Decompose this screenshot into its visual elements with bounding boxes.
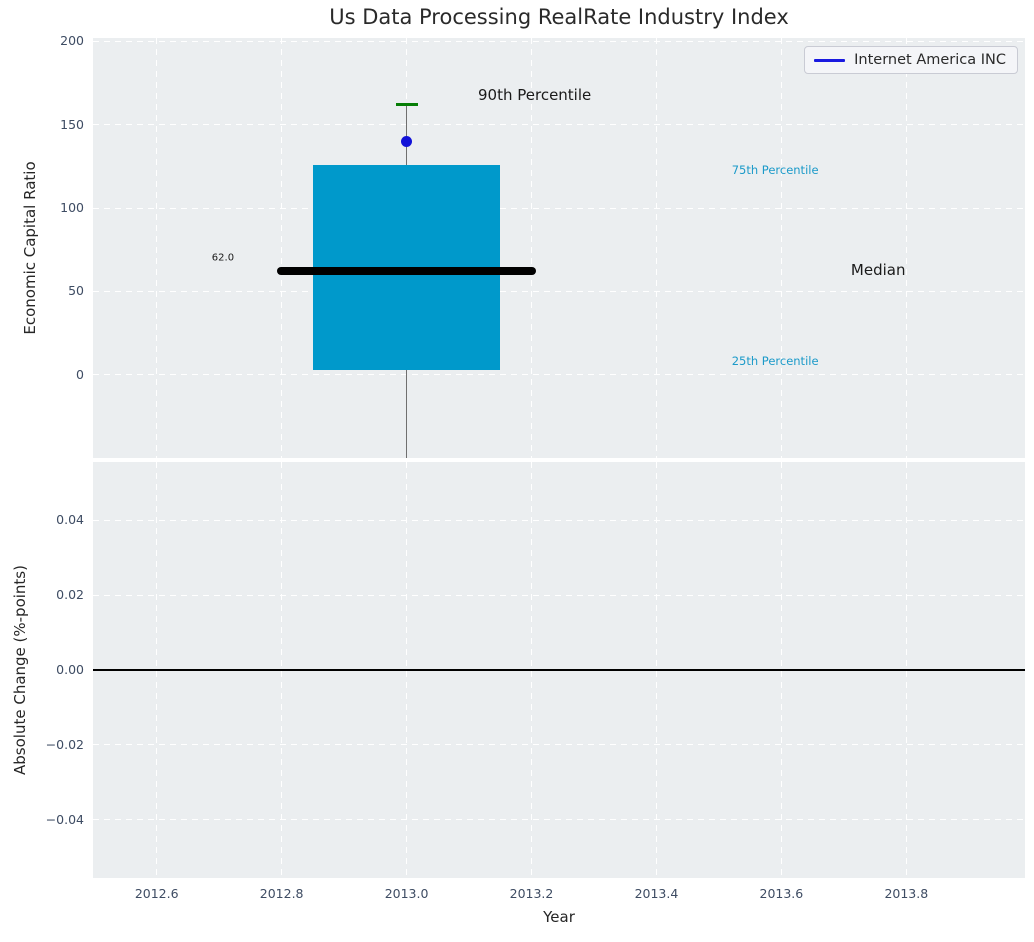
y-tick-label: 100 bbox=[60, 200, 84, 215]
plot-area-top: 90th Percentile 75th Percentile Median 25th… bbox=[93, 38, 1025, 458]
gridline-horizontal bbox=[93, 124, 1025, 126]
x-tick-label: 2013.8 bbox=[884, 886, 929, 901]
gridline-horizontal bbox=[93, 40, 1025, 42]
zero-line bbox=[93, 669, 1025, 671]
y-tick-label: 200 bbox=[60, 33, 84, 49]
x-tick-label: 2013.0 bbox=[384, 886, 429, 901]
y-axis-label-bottom: Absolute Change (%-points) bbox=[11, 565, 29, 775]
gridline-vertical bbox=[281, 38, 283, 458]
annotation-75th-percentile: 75th Percentile bbox=[731, 162, 819, 177]
gridline-horizontal bbox=[93, 290, 1025, 292]
gridline-horizontal bbox=[93, 374, 1025, 376]
box-iqr bbox=[312, 164, 501, 370]
gridline-vertical bbox=[905, 38, 907, 458]
gridline-vertical bbox=[531, 38, 532, 458]
y-axis-label-top: Economic Capital Ratio bbox=[21, 161, 39, 335]
gridline-horizontal bbox=[93, 819, 1025, 821]
x-tick-label: 2013.2 bbox=[509, 886, 554, 901]
y-tick-label: 0.00 bbox=[56, 662, 84, 677]
gridline-vertical bbox=[156, 38, 158, 458]
x-tick-label: 2013.4 bbox=[634, 886, 679, 901]
y-tick-label: 0.02 bbox=[56, 587, 84, 603]
annotation-median: Median bbox=[850, 260, 906, 279]
gridline-horizontal bbox=[93, 207, 1025, 209]
y-tick-label: −0.02 bbox=[45, 736, 84, 752]
y-tick-label: −0.04 bbox=[45, 811, 84, 827]
whisker-cap bbox=[395, 103, 418, 107]
gridline-vertical bbox=[655, 38, 657, 458]
gridline-vertical bbox=[780, 38, 782, 458]
x-axis-label: Year bbox=[543, 908, 575, 926]
x-tick-label: 2013.6 bbox=[759, 886, 804, 901]
legend: Internet America INC bbox=[804, 46, 1018, 74]
annotation-25th-percentile: 25th Percentile bbox=[731, 354, 819, 369]
y-tick-label: 50 bbox=[68, 283, 84, 299]
gridline-horizontal bbox=[93, 519, 1025, 521]
annotation-90th-percentile: 90th Percentile bbox=[478, 85, 592, 104]
chart-title: Us Data Processing RealRate Industry Ind… bbox=[329, 5, 789, 29]
gridline-horizontal bbox=[93, 744, 1025, 746]
annotation-62-0: 62.0 bbox=[211, 252, 235, 264]
legend-line-icon bbox=[814, 58, 846, 62]
plot-area-bottom bbox=[93, 462, 1025, 878]
gridline-horizontal bbox=[93, 594, 1025, 596]
median-line bbox=[277, 267, 536, 276]
legend-label: Internet America INC bbox=[854, 52, 1006, 68]
y-tick-label: 0.04 bbox=[56, 512, 84, 528]
x-tick-label: 2012.8 bbox=[259, 886, 304, 901]
x-tick-label: 2012.6 bbox=[134, 886, 179, 901]
company-point bbox=[401, 135, 413, 147]
y-tick-label: 0 bbox=[76, 366, 84, 382]
y-tick-label: 150 bbox=[60, 116, 84, 132]
